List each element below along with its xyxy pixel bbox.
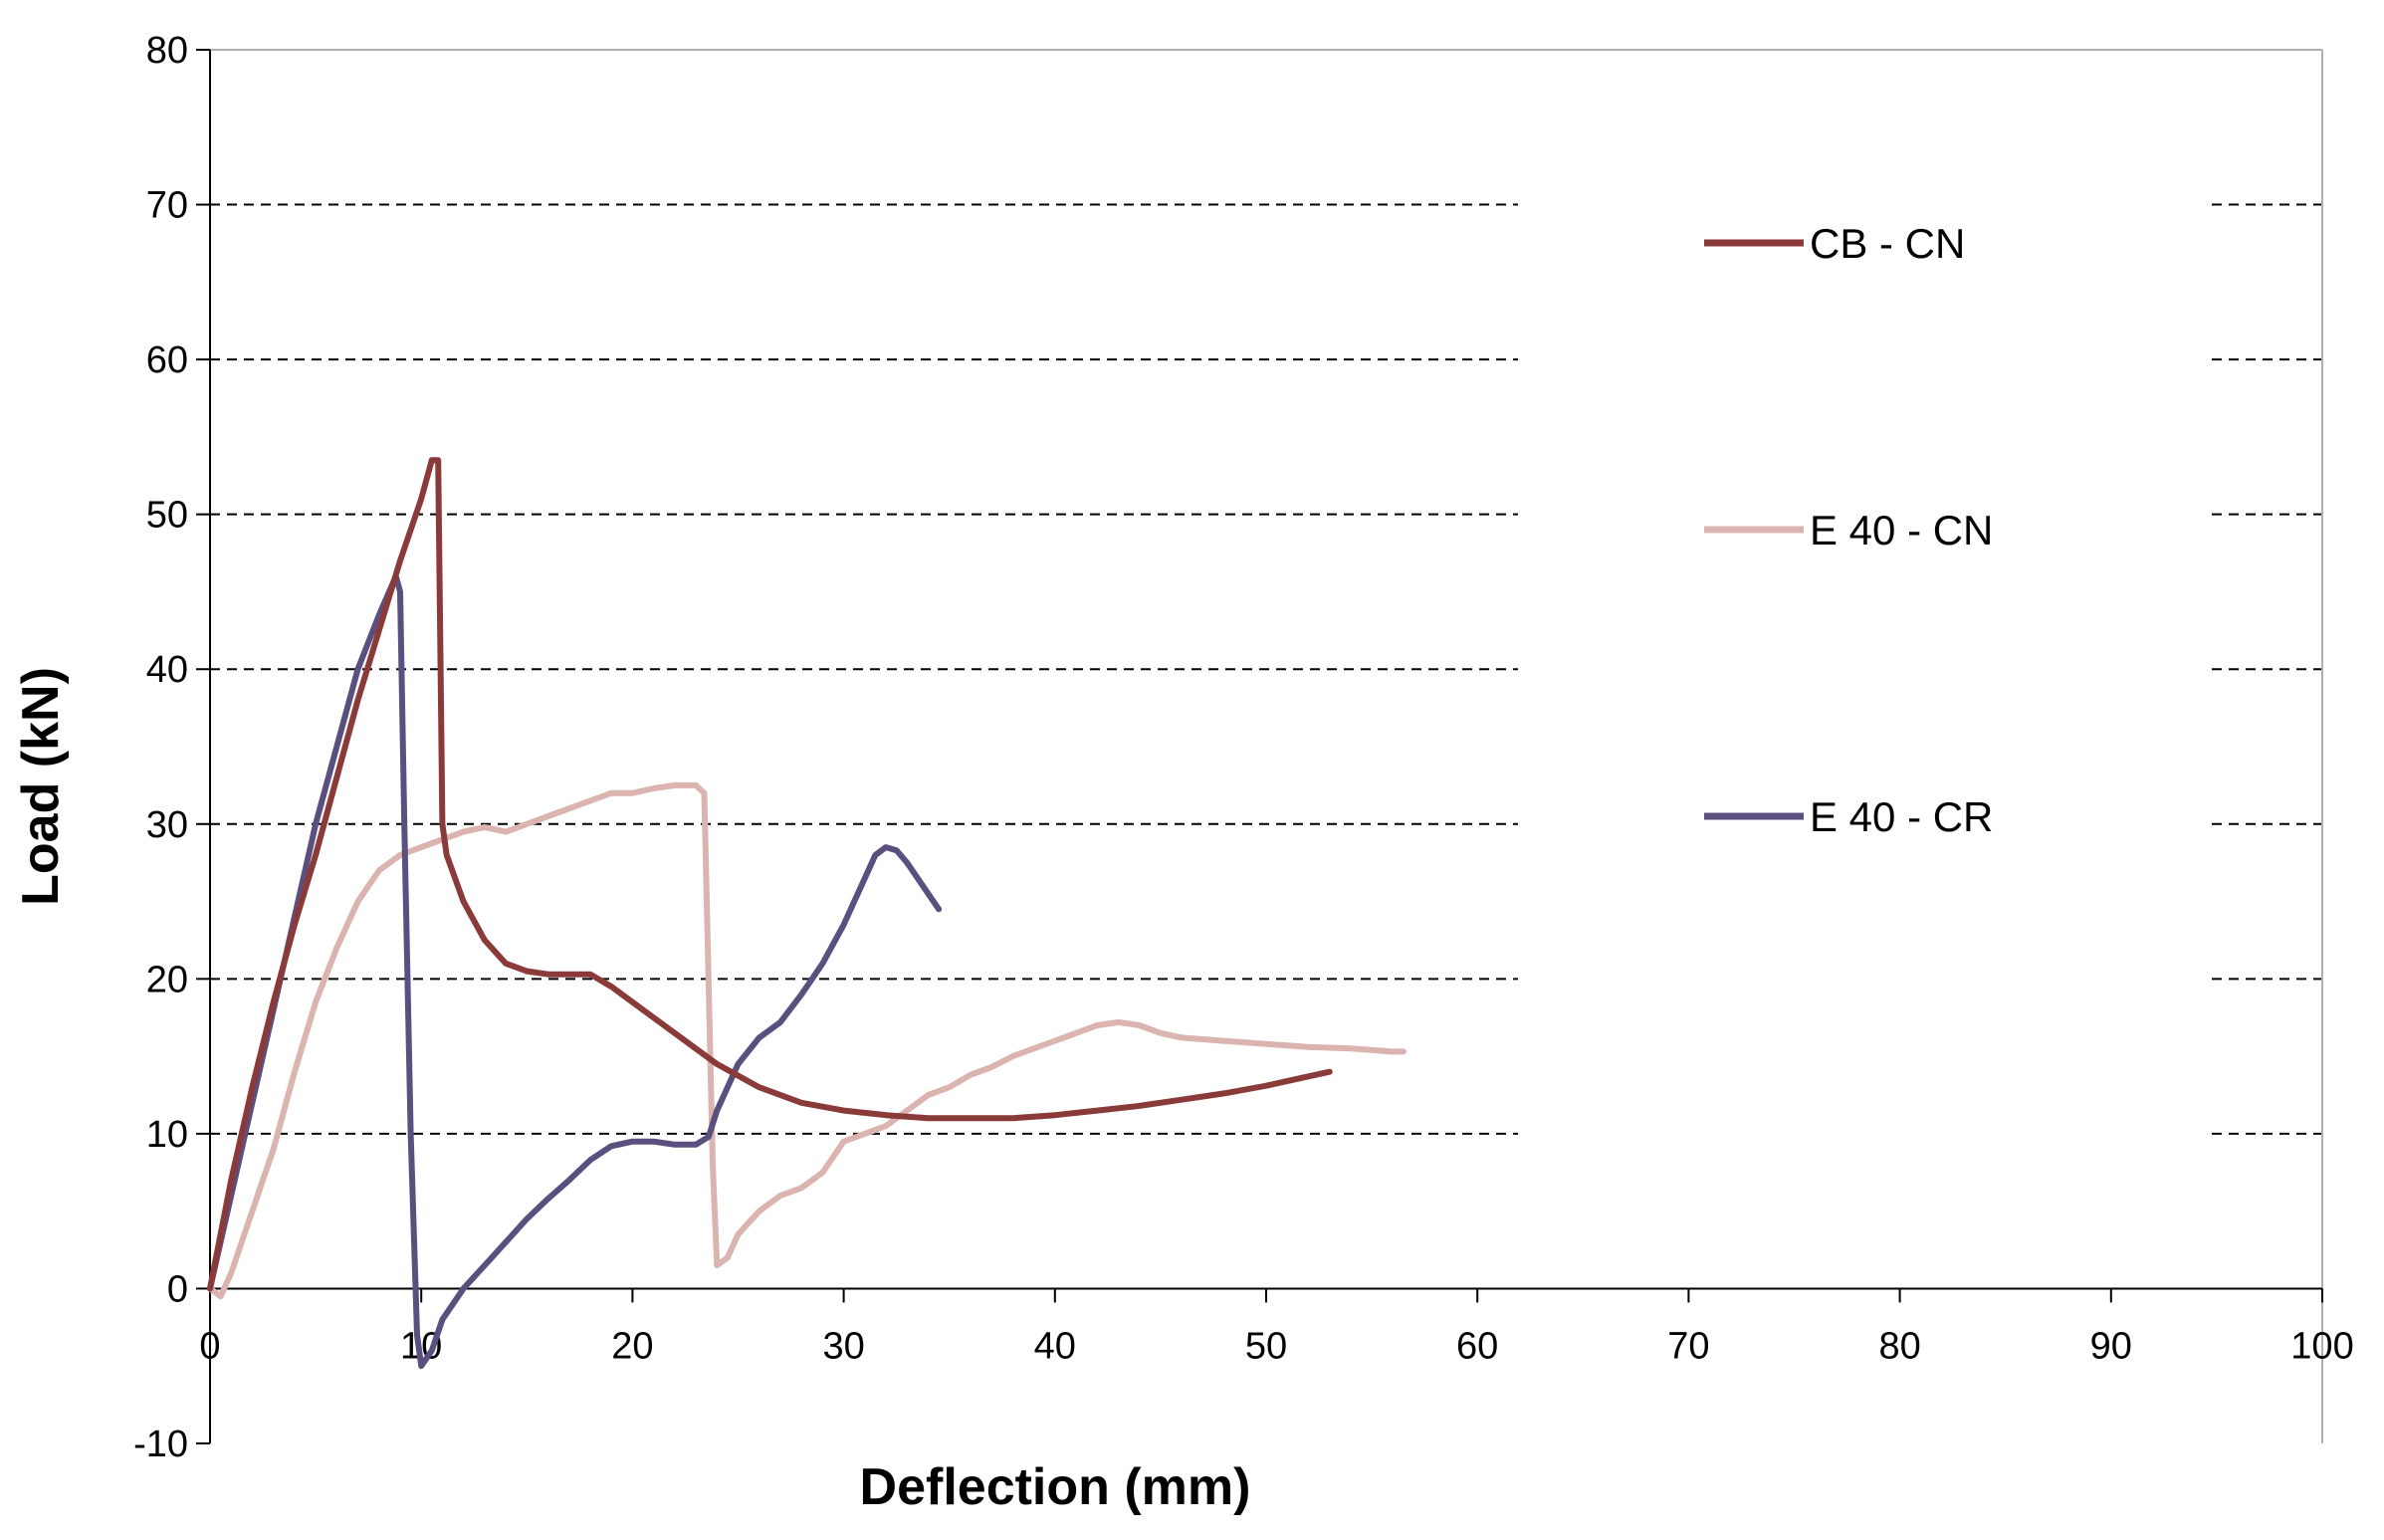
x-tick-label: 100 — [2290, 1325, 2353, 1367]
x-tick-label: 90 — [2090, 1325, 2132, 1367]
x-tick-label: 30 — [822, 1325, 864, 1367]
y-tick-label: 20 — [146, 959, 188, 1000]
y-tick-label: 60 — [146, 339, 188, 381]
y-tick-label: 70 — [146, 185, 188, 227]
series-lines — [207, 457, 1407, 1370]
legend-label: E 40 - CR — [1810, 793, 1993, 840]
legend: CB - CN E 40 - CN E 40 - CR — [1704, 220, 1993, 840]
y-axis-title: Load (kN) — [12, 667, 70, 906]
gridlines — [210, 203, 2322, 1135]
y-tick-label: -10 — [133, 1424, 188, 1465]
y-tick-label: 50 — [146, 495, 188, 537]
y-tick-label: 80 — [146, 30, 188, 72]
series-line-e-40-cr — [207, 572, 943, 1370]
axes — [196, 49, 2323, 1444]
y-tick-label: 10 — [146, 1114, 188, 1156]
x-tick-label: 0 — [199, 1325, 220, 1367]
y-tick-label: 40 — [146, 649, 188, 691]
x-axis-title: Deflection (mm) — [860, 1458, 1251, 1516]
x-tick-label: 60 — [1456, 1325, 1498, 1367]
legend-label: CB - CN — [1810, 220, 1965, 267]
x-tick-label: 20 — [611, 1325, 653, 1367]
series-line-cb-cn — [207, 457, 1333, 1292]
x-tick-label: 80 — [1878, 1325, 1920, 1367]
y-tick-label: 30 — [146, 804, 188, 846]
x-tick-label: 40 — [1034, 1325, 1076, 1367]
series-line-e-40-cn — [207, 781, 1407, 1300]
legend-label: E 40 - CN — [1810, 507, 1993, 553]
x-tick-label: 50 — [1245, 1325, 1287, 1367]
x-tick-label: 70 — [1667, 1325, 1709, 1367]
y-tick-label: 0 — [167, 1268, 188, 1310]
